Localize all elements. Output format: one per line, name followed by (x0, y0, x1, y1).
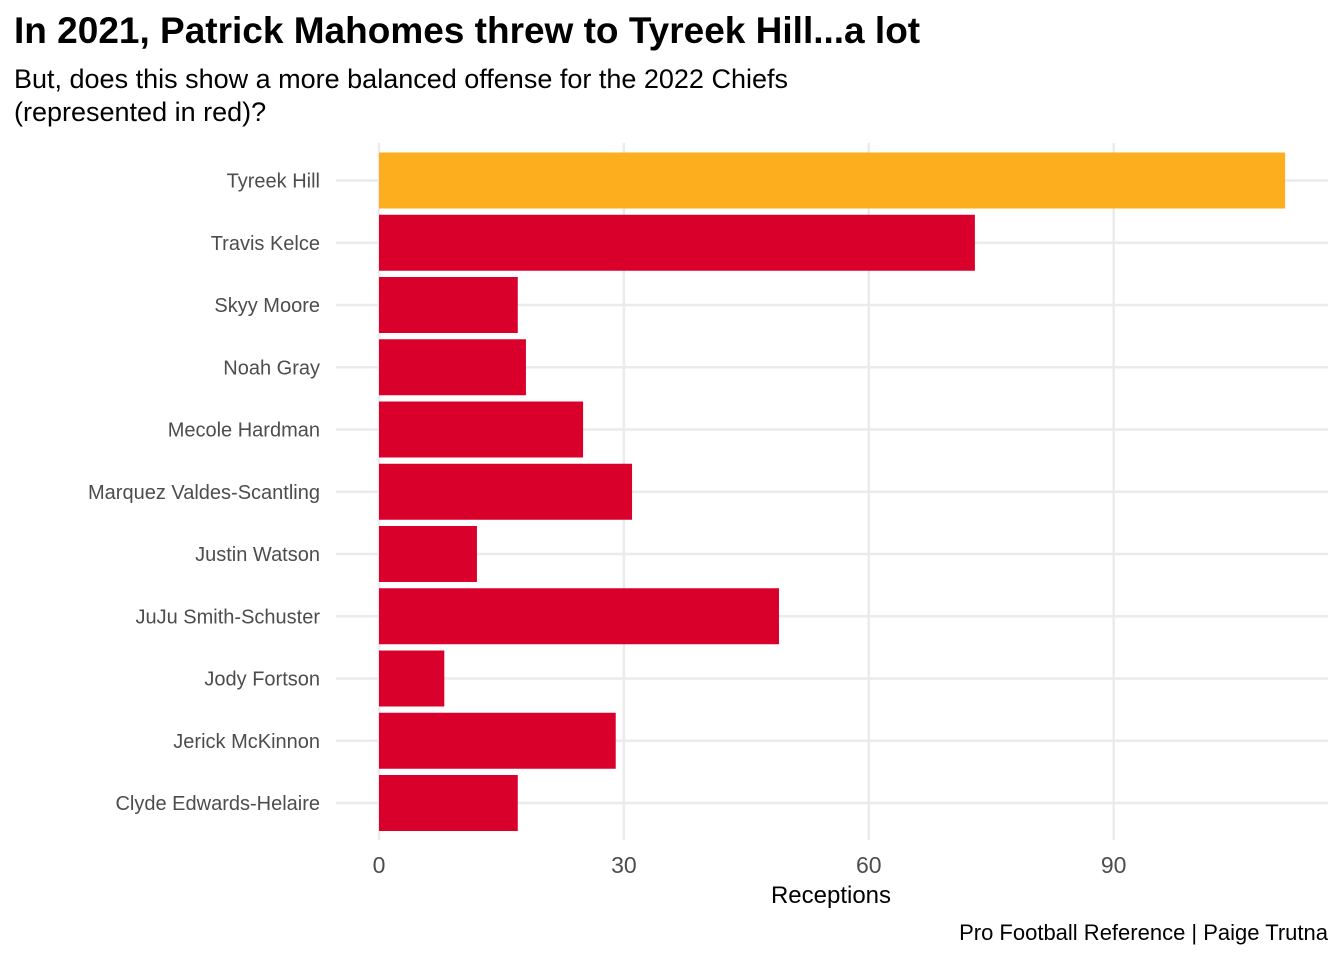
y-tick-label: Tyreek Hill (227, 171, 320, 193)
y-tick-label: Jody Fortson (204, 669, 320, 691)
bar (379, 775, 518, 831)
x-axis-title: Receptions (771, 882, 891, 909)
bar (379, 277, 518, 333)
bar (379, 526, 477, 582)
bar (379, 650, 445, 707)
y-tick-label: Jerick McKinnon (173, 731, 320, 753)
label-layer: 0 30 60 90 Tyreek Hill Travis Kelce Skyy Moore… (88, 171, 1126, 879)
chart-title: In 2021, Patrick Mahomes threw to Tyreek… (14, 10, 921, 51)
y-tick-label: JuJu Smith-Schuster (135, 606, 320, 628)
y-tick-label: Noah Gray (223, 357, 320, 379)
bar-layer (379, 152, 1286, 831)
bar (379, 214, 975, 271)
bar (379, 588, 779, 645)
x-tick-label: 30 (611, 852, 637, 878)
chart-subtitle: But, does this show a more balanced offe… (14, 64, 788, 127)
y-tick-label: Skyy Moore (214, 295, 320, 317)
x-tick-label: 0 (373, 852, 386, 878)
y-tick-label: Marquez Valdes-Scantling (88, 482, 320, 504)
bar (379, 339, 526, 396)
bar (379, 712, 616, 769)
y-tick-label: Travis Kelce (211, 233, 320, 255)
y-tick-label: Justin Watson (195, 544, 320, 566)
bar (379, 401, 584, 458)
y-tick-label: Clyde Edwards-Helaire (115, 793, 320, 815)
bar (379, 463, 633, 520)
y-tick-label: Mecole Hardman (168, 420, 320, 442)
x-tick-label: 90 (1101, 852, 1127, 878)
chart-caption: Pro Football Reference | Paige Trutna (959, 920, 1328, 945)
bar (379, 152, 1286, 209)
x-tick-label: 60 (856, 852, 882, 878)
